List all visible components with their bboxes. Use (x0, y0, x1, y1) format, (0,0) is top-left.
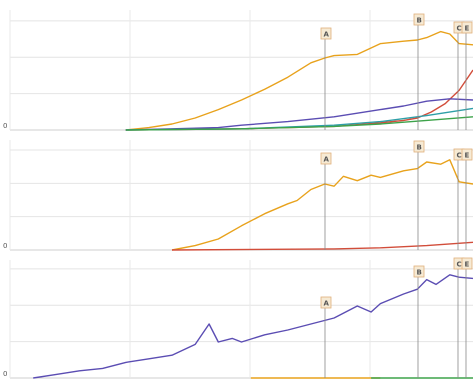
marker-flag-A[interactable] (320, 296, 332, 309)
series-line-orange (171, 159, 473, 251)
marker-label: E (465, 152, 470, 160)
series-line-purple (125, 98, 473, 131)
marker-flag-E[interactable] (461, 257, 473, 270)
marker-flag-A[interactable] (320, 27, 332, 40)
marker-label: A (324, 156, 330, 164)
marker-label: C (457, 25, 462, 33)
y-tick-label: 0 (3, 242, 7, 250)
chart-panel-1: 0 A B C E (3, 10, 473, 131)
marker-label: B (417, 17, 422, 25)
chart-panel-3: 0 A B C E (3, 257, 473, 379)
series-line-green (125, 116, 473, 131)
marker-flag-B[interactable] (413, 13, 425, 26)
series-line-purple (33, 274, 473, 379)
series-line-orange (125, 30, 473, 131)
marker-label: B (417, 269, 422, 277)
marker-flag-A[interactable] (320, 152, 332, 165)
marker-flag-B[interactable] (413, 265, 425, 278)
marker-flag-E[interactable] (461, 21, 473, 34)
marker-label: C (457, 152, 462, 160)
y-tick-label: 0 (3, 122, 7, 130)
y-tick-label: 0 (3, 370, 7, 378)
series-line-red (171, 241, 473, 251)
marker-label: B (417, 144, 422, 152)
chart-panel-2: 0 A B C E (3, 140, 473, 251)
marker-flag-E[interactable] (461, 148, 473, 161)
marker-label: E (465, 25, 470, 33)
marker-label: A (324, 31, 330, 39)
marker-flag-B[interactable] (413, 140, 425, 153)
marker-label: E (465, 261, 470, 269)
marker-label: C (457, 261, 462, 269)
marker-label: A (324, 300, 330, 308)
